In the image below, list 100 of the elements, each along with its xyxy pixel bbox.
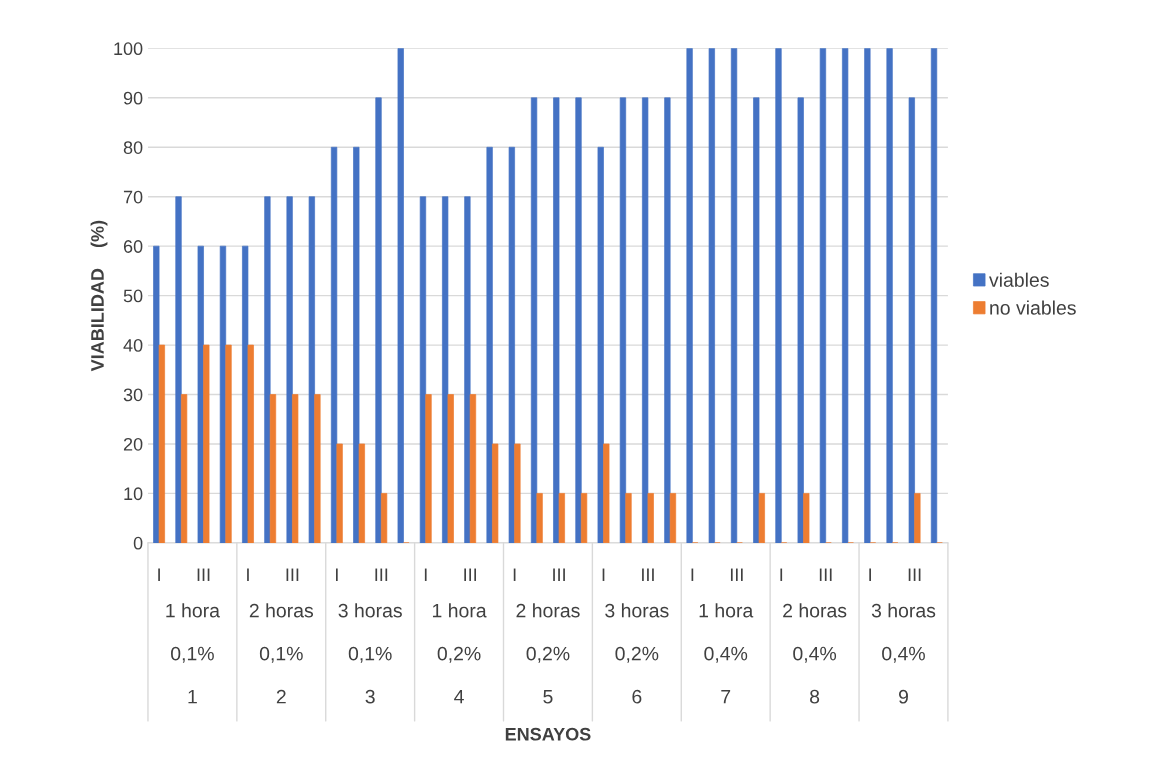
bar [908, 97, 915, 543]
text: 0,4% [704, 646, 748, 663]
bar [664, 97, 671, 543]
bar [914, 493, 921, 543]
bar [669, 493, 677, 543]
y-tick-label: 90 [123, 91, 143, 105]
y-tick-label: 100 [114, 42, 143, 56]
bar [397, 48, 404, 543]
legend-label: no viables [990, 300, 1076, 315]
y-tick-label: 40 [123, 339, 143, 352]
bar [358, 443, 365, 543]
bar [442, 196, 449, 543]
bar [180, 394, 188, 543]
text: 2 horas [783, 603, 847, 618]
bar [708, 48, 715, 543]
bar [730, 48, 738, 543]
x-tick-label: III [286, 568, 299, 581]
text: 0,1% [348, 646, 392, 663]
x-tick-label: III [908, 568, 921, 581]
bar [597, 146, 604, 543]
text: 0,2% [437, 646, 481, 663]
bar [886, 48, 893, 543]
bar [603, 443, 610, 543]
bar [158, 344, 165, 543]
x-tick-label: I [869, 568, 871, 581]
y-tick-label: 30 [123, 388, 143, 402]
text: 6 [632, 689, 642, 704]
x-tick-label: I [513, 568, 516, 581]
x-tick-label: I [780, 568, 783, 581]
x-tick-label: III [197, 568, 210, 581]
bar [292, 394, 299, 543]
y-tick-label: 20 [123, 437, 143, 451]
bar [203, 344, 210, 543]
text: 3 [365, 689, 375, 704]
bar [247, 344, 254, 543]
y-tick-label: 10 [124, 487, 143, 501]
bar [225, 344, 232, 543]
bar [619, 97, 627, 543]
bar [464, 196, 471, 543]
bar [492, 443, 499, 543]
x-tick-label: I [336, 568, 338, 581]
text: 3 horas [338, 603, 402, 618]
bar [264, 196, 271, 543]
bar [575, 97, 582, 543]
bar [797, 97, 804, 543]
bar [153, 245, 160, 543]
text: 0,1% [259, 646, 303, 663]
bar [536, 493, 543, 543]
text: 1 hora [699, 603, 754, 618]
text: 2 [276, 689, 286, 704]
bar [380, 493, 388, 543]
bar [175, 196, 182, 543]
x-tick-label: III [642, 568, 654, 581]
bar [330, 146, 338, 543]
text: 3 horas [871, 603, 936, 618]
legend-label: viables [989, 272, 1049, 287]
bar [425, 394, 432, 543]
bar [647, 493, 654, 543]
bar [353, 146, 360, 543]
bar [308, 196, 315, 543]
x-tick-label: I [158, 568, 160, 581]
x-tick-label: I [602, 568, 605, 581]
bar [553, 97, 560, 543]
text: 7 [721, 689, 731, 704]
x-tick-label: III [375, 568, 388, 581]
bar [558, 493, 565, 543]
bar [775, 48, 782, 543]
text: 1 hora [432, 603, 487, 618]
bar [930, 48, 938, 543]
bar [819, 48, 827, 543]
bar [469, 394, 477, 543]
bar [197, 245, 204, 543]
text: 2 horas [516, 603, 580, 618]
bar [642, 97, 649, 543]
text: 0,2% [615, 646, 659, 663]
bar [758, 493, 765, 543]
x-tick-label: I [424, 568, 427, 581]
x-tick-label: I [247, 568, 249, 581]
x-tick-label: III [819, 568, 832, 581]
text: 3 horas [605, 603, 669, 618]
bar [514, 443, 521, 543]
bar [686, 48, 693, 543]
text: 0,1% [171, 646, 214, 663]
text: 1 [188, 689, 197, 704]
bar [375, 97, 382, 543]
bar [530, 97, 538, 543]
bar [625, 493, 632, 543]
text: 8 [810, 689, 820, 704]
bar [842, 48, 849, 543]
text: 5 [543, 689, 553, 704]
bar [580, 493, 588, 543]
bar [447, 394, 454, 543]
y-tick-label: 80 [123, 141, 143, 154]
y-tick-label: 60 [123, 240, 143, 253]
text: 1 hora [166, 603, 220, 618]
x-tick-label: III [553, 568, 565, 581]
bar [336, 443, 343, 543]
text: 9 [898, 689, 908, 704]
bar [486, 146, 493, 543]
text: 0,2% [526, 646, 570, 663]
